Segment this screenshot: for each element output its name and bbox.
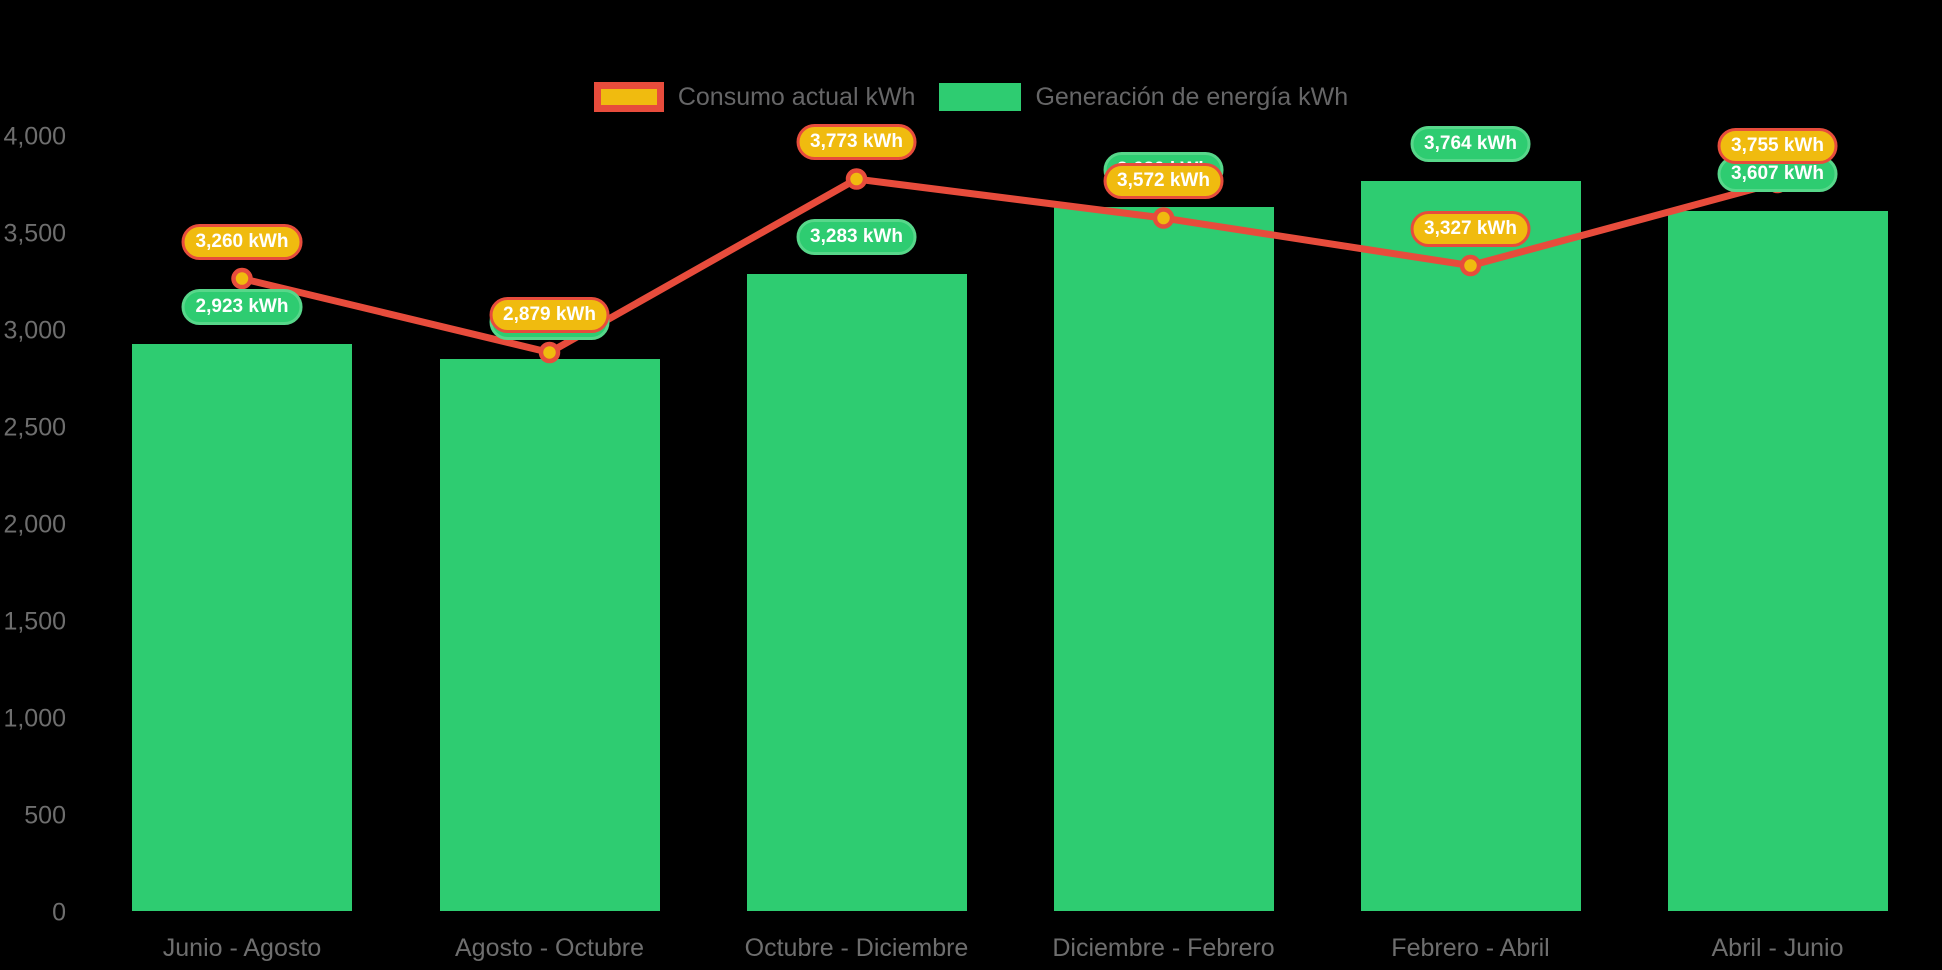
consumption-data-label-pill: 3,755 kWh	[1717, 127, 1838, 164]
y-axis-tick-label: 2,500	[3, 413, 66, 442]
consumption-point-marker[interactable]	[538, 341, 561, 364]
y-axis-tick-label: 3,000	[3, 316, 66, 345]
consumption-data-label-pill: 3,572 kWh	[1103, 163, 1224, 200]
x-axis-category-label: Diciembre - Febrero	[1052, 934, 1275, 962]
y-axis-tick-label: 2,000	[3, 510, 66, 539]
x-axis-category-label: Abril - Junio	[1711, 934, 1844, 962]
consumption-data-label-pill: 3,260 kWh	[181, 223, 303, 260]
generacion-swatch-icon	[939, 83, 1022, 111]
consumption-point-marker[interactable]	[1459, 254, 1482, 277]
generation-bar[interactable]	[1053, 206, 1274, 911]
generation-data-label-pill: 3,283 kWh	[796, 219, 917, 256]
y-axis-tick-label: 500	[24, 801, 66, 830]
generation-bar[interactable]	[1667, 211, 1888, 911]
generation-data-label-pill: 3,764 kWh	[1410, 125, 1531, 162]
y-axis-tick-label: 1,500	[3, 607, 66, 636]
consumption-data-label-pill: 3,327 kWh	[1410, 210, 1531, 247]
consumption-data-label-pill: 2,879 kWh	[489, 297, 610, 334]
legend-item-consumo[interactable]: Consumo actual kWh	[593, 82, 916, 112]
consumo-swatch-icon	[593, 82, 664, 112]
generation-bar[interactable]	[1360, 180, 1581, 911]
consumption-point-marker[interactable]	[845, 168, 868, 190]
x-axis-category-label: Febrero - Abril	[1391, 934, 1550, 962]
x-axis-category-label: Agosto - Octubre	[455, 934, 644, 962]
y-axis-tick-label: 0	[52, 898, 66, 927]
legend-item-generacion[interactable]: Generación de energía kWh	[939, 83, 1348, 112]
legend-label-consumo: Consumo actual kWh	[677, 82, 916, 111]
generation-bar[interactable]	[439, 359, 660, 911]
consumption-point-marker[interactable]	[1152, 207, 1175, 229]
consumption-data-label-pill: 3,773 kWh	[796, 124, 917, 161]
x-axis-category-label: Junio - Agosto	[162, 934, 322, 962]
generation-bar[interactable]	[746, 274, 967, 911]
consumption-point-marker[interactable]	[231, 267, 253, 290]
y-axis-tick-label: 4,000	[3, 122, 66, 151]
generation-data-label-pill: 2,923 kWh	[181, 288, 303, 325]
y-axis-tick-label: 1,000	[3, 704, 66, 733]
chart-legend: Consumo actual kWh Generación de energía…	[0, 82, 1942, 112]
generation-bar[interactable]	[132, 343, 352, 911]
y-axis-tick-label: 3,500	[3, 219, 66, 248]
legend-label-generacion: Generación de energía kWh	[1035, 82, 1349, 111]
x-axis-category-label: Octubre - Diciembre	[744, 934, 969, 962]
